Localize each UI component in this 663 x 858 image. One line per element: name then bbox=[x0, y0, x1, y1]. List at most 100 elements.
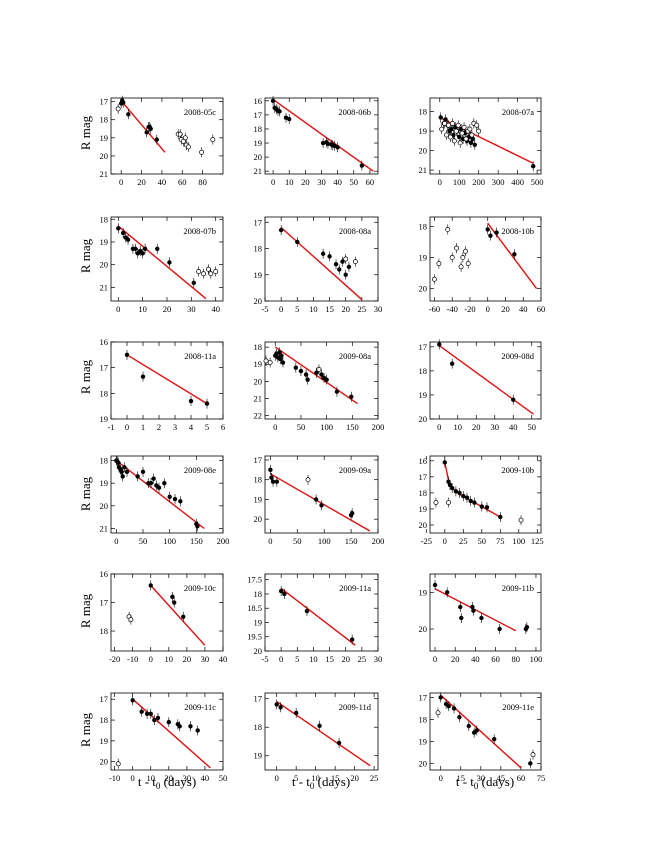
data-point-filled bbox=[282, 591, 287, 597]
fit-line bbox=[117, 225, 207, 300]
x-tick-label: 50 bbox=[528, 422, 537, 432]
x-tick-label: 60 bbox=[491, 654, 500, 664]
x-tick-label: 30 bbox=[477, 773, 486, 783]
data-point-filled bbox=[485, 227, 490, 232]
data-point-filled bbox=[531, 164, 536, 169]
data-point-filled bbox=[337, 267, 342, 272]
data-point-filled bbox=[148, 583, 153, 588]
x-tick-label: 20 bbox=[165, 773, 174, 783]
x-tick-label: 0 bbox=[125, 422, 129, 432]
data-point-filled bbox=[142, 246, 148, 251]
y-tick-label: 19 bbox=[254, 617, 263, 627]
x-tick-label: -40 bbox=[447, 304, 458, 314]
x-tick-label: 25 bbox=[358, 304, 367, 314]
y-tick-label: 20 bbox=[419, 284, 428, 294]
data-point-filled bbox=[494, 230, 499, 235]
plot-frame bbox=[264, 455, 379, 534]
y-tick-label: 18 bbox=[419, 366, 428, 376]
data-point-filled bbox=[140, 469, 146, 475]
panel-2008-11a: -1 0 1 2 3 4 5 6 16 17 18 19 2008-11a bbox=[100, 337, 226, 432]
data-point-filled bbox=[438, 115, 443, 120]
fit-line bbox=[434, 588, 517, 632]
x-tick-label: 40 bbox=[201, 773, 210, 783]
data-point-filled bbox=[528, 761, 533, 766]
y-tick-label: 20 bbox=[100, 151, 109, 161]
x-tick-label: -60 bbox=[429, 304, 440, 314]
y-tick-label: 17 bbox=[100, 97, 109, 107]
y-tick-label: 19 bbox=[100, 478, 109, 488]
data-point-filled bbox=[148, 480, 154, 486]
x-tick-label: 0 bbox=[119, 177, 123, 187]
x-axis-label-col-1: t - t0 (days) bbox=[138, 774, 196, 791]
data-point-filled bbox=[133, 246, 138, 251]
data-point-filled bbox=[162, 480, 167, 486]
x-tick-label: 200 bbox=[217, 536, 230, 546]
fit-line bbox=[270, 473, 371, 532]
panel-2009-11a: -5 0 5 10 15 20 25 30 17.5 18 18.5 19 19.5 20 2009-11a bbox=[247, 573, 382, 664]
x-tick-label: 300 bbox=[492, 177, 505, 187]
data-point-filled bbox=[512, 252, 517, 257]
x-tick-label: 80 bbox=[198, 177, 207, 187]
panel-title: 2008-11a bbox=[184, 351, 216, 361]
data-point-open bbox=[469, 132, 475, 138]
y-tick-label: 17.5 bbox=[247, 575, 262, 585]
panel-2009-08e: 0 50 100 150 200 18 19 20 21 2009-08e bbox=[100, 455, 230, 546]
data-point-filled bbox=[336, 740, 342, 746]
x-tick-label: 20 bbox=[451, 654, 460, 664]
x-tick-label: 15 bbox=[325, 304, 334, 314]
data-point-open bbox=[128, 617, 134, 623]
x-tick-label: 0 bbox=[116, 304, 120, 314]
data-point-filled bbox=[340, 259, 345, 264]
data-point-filled bbox=[125, 237, 131, 242]
data-point-filled bbox=[295, 239, 300, 245]
data-point-filled bbox=[319, 503, 324, 508]
x-tick-label: 20 bbox=[137, 177, 146, 187]
data-point-filled bbox=[270, 98, 276, 104]
y-tick-label: 20 bbox=[254, 646, 263, 656]
data-point-filled bbox=[170, 594, 175, 600]
data-point-open bbox=[463, 248, 468, 254]
data-point-filled bbox=[152, 717, 157, 723]
data-point-filled bbox=[155, 246, 160, 251]
x-tick-label: 60 bbox=[537, 304, 546, 314]
fit-line bbox=[115, 459, 205, 530]
y-tick-label: 17 bbox=[100, 694, 109, 704]
y-tick-label: 19 bbox=[254, 138, 263, 148]
data-point-filled bbox=[453, 489, 459, 494]
data-point-open bbox=[451, 138, 457, 144]
data-point-filled bbox=[472, 142, 477, 147]
x-tick-label: 0 bbox=[268, 536, 272, 546]
data-point-filled bbox=[167, 494, 172, 499]
data-point-filled bbox=[466, 723, 471, 729]
y-tick-label: 20 bbox=[419, 624, 428, 634]
data-point-filled bbox=[148, 711, 153, 717]
x-tick-label: 3 bbox=[173, 422, 177, 432]
y-tick-label: 18 bbox=[254, 342, 263, 352]
panel-2009-11d: 0 5 10 15 20 25 17 18 19 2009-11d bbox=[254, 692, 379, 783]
x-tick-label: 400 bbox=[511, 177, 524, 187]
x-tick-label: 150 bbox=[346, 422, 359, 432]
y-tick-label: 16 bbox=[419, 456, 428, 466]
data-point-filled bbox=[122, 465, 127, 470]
data-point-filled bbox=[349, 511, 355, 516]
x-tick-label: -10 bbox=[127, 654, 138, 664]
panel-title: 2008-08a bbox=[339, 226, 371, 236]
fit-line bbox=[126, 354, 208, 405]
panel-2009-08d: 0 10 20 30 40 50 17 18 19 20 2009-08d bbox=[419, 339, 542, 432]
x-tick-label: -20 bbox=[464, 304, 475, 314]
x-tick-label: 0 bbox=[437, 422, 441, 432]
data-point-open bbox=[343, 256, 349, 262]
panel-2008-07b: 0 10 20 30 40 18 19 20 21 2008-07b bbox=[100, 214, 224, 314]
data-point-open bbox=[447, 134, 453, 140]
y-tick-label: 17 bbox=[254, 110, 263, 120]
data-point-filled bbox=[280, 360, 286, 365]
data-point-filled bbox=[449, 126, 454, 132]
data-point-filled bbox=[278, 227, 284, 233]
x-tick-label: 80 bbox=[512, 654, 521, 664]
plot-frame bbox=[429, 216, 542, 302]
panel-title: 2009-11b bbox=[502, 583, 534, 593]
data-point-filled bbox=[327, 254, 332, 259]
x-tick-label: 0 bbox=[439, 773, 443, 783]
y-tick-label: 21 bbox=[100, 169, 109, 179]
